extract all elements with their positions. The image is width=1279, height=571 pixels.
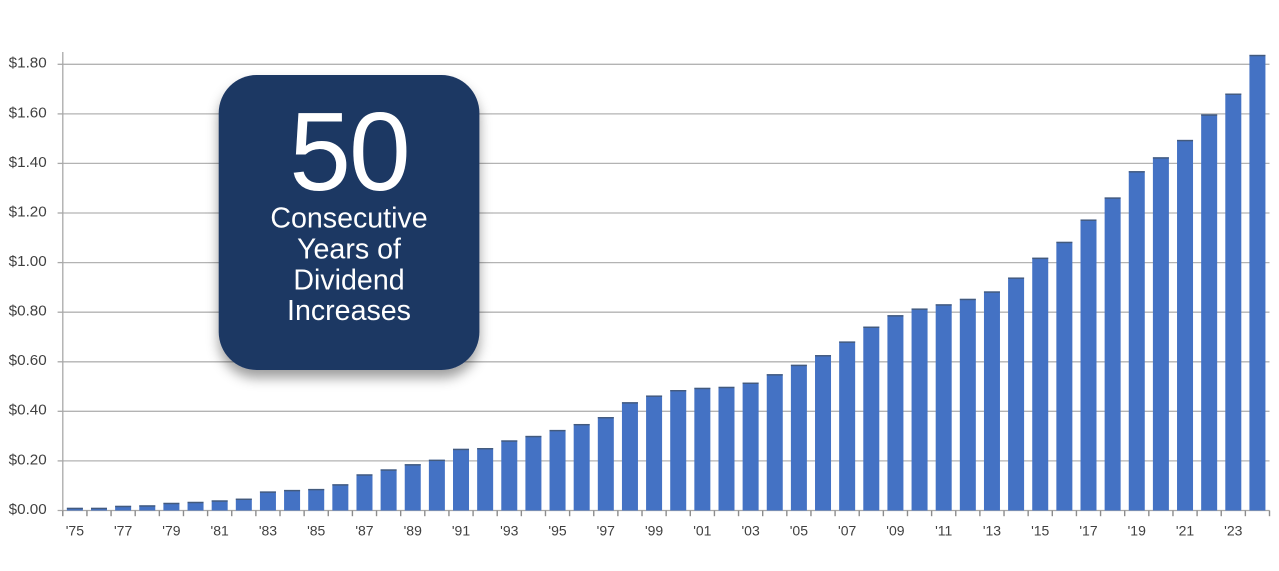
svg-text:'01: '01: [693, 522, 711, 538]
svg-text:$0.40: $0.40: [9, 402, 47, 419]
svg-text:'89: '89: [404, 522, 422, 538]
svg-text:Increases: Increases: [287, 295, 411, 327]
svg-text:'07: '07: [838, 522, 856, 538]
svg-text:'83: '83: [259, 522, 277, 538]
svg-text:'85: '85: [307, 522, 325, 538]
svg-text:'81: '81: [211, 522, 229, 538]
svg-text:Dividend: Dividend: [293, 264, 404, 296]
svg-text:50: 50: [289, 90, 408, 214]
svg-text:'23: '23: [1224, 522, 1242, 538]
svg-text:$1.80: $1.80: [9, 55, 47, 72]
svg-text:'93: '93: [500, 522, 518, 538]
svg-text:$1.40: $1.40: [9, 154, 47, 171]
svg-text:$0.20: $0.20: [9, 451, 47, 468]
svg-text:'75: '75: [66, 522, 84, 538]
svg-text:'11: '11: [935, 522, 952, 538]
svg-text:'05: '05: [790, 522, 808, 538]
svg-text:$0.80: $0.80: [9, 303, 47, 320]
svg-text:'17: '17: [1079, 522, 1097, 538]
svg-text:$0.00: $0.00: [9, 501, 47, 518]
svg-text:'09: '09: [886, 522, 904, 538]
svg-text:Years of: Years of: [297, 233, 401, 265]
svg-text:'77: '77: [114, 522, 132, 538]
svg-text:'03: '03: [741, 522, 759, 538]
svg-text:'87: '87: [355, 522, 373, 538]
svg-text:$1.20: $1.20: [9, 203, 47, 220]
svg-text:'19: '19: [1128, 522, 1146, 538]
svg-text:$1.00: $1.00: [9, 253, 47, 270]
svg-text:'15: '15: [1031, 522, 1049, 538]
svg-text:$0.60: $0.60: [9, 352, 47, 369]
svg-text:Consecutive: Consecutive: [270, 203, 427, 235]
svg-text:'21: '21: [1176, 522, 1194, 538]
svg-text:'95: '95: [548, 522, 566, 538]
svg-text:'13: '13: [983, 522, 1001, 538]
svg-text:'91: '91: [452, 522, 470, 538]
svg-text:'79: '79: [162, 522, 180, 538]
svg-text:$1.60: $1.60: [9, 104, 47, 121]
svg-text:'99: '99: [645, 522, 663, 538]
svg-text:'97: '97: [597, 522, 615, 538]
